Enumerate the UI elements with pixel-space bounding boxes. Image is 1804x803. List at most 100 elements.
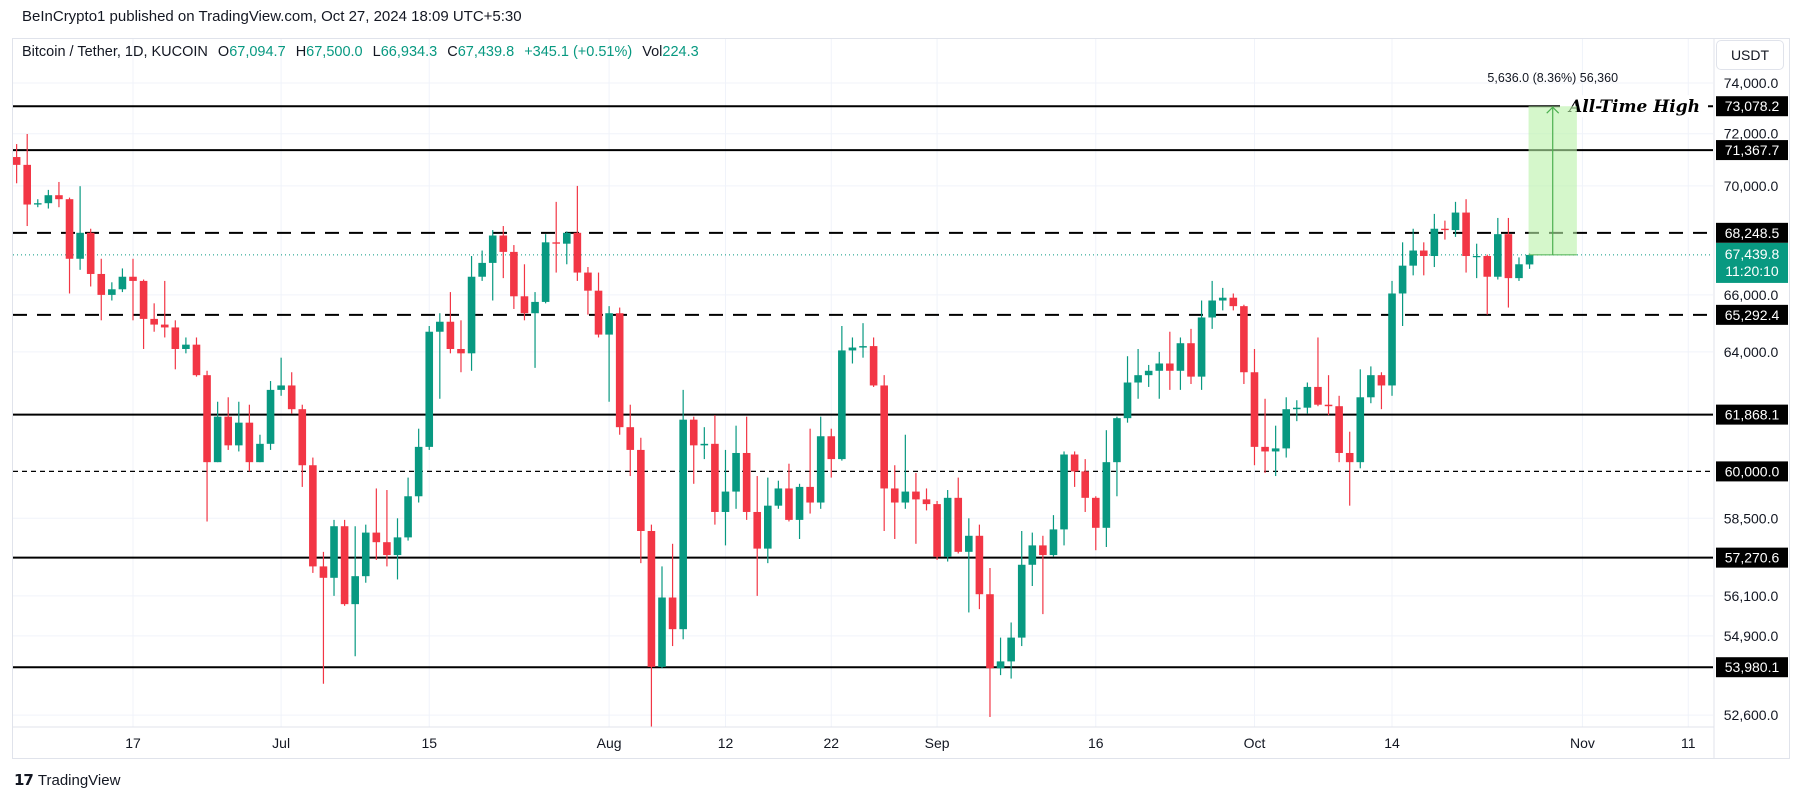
- candle-down: [1483, 256, 1492, 277]
- time-tick-label: 22: [823, 735, 839, 751]
- candle-up: [1049, 529, 1058, 556]
- candle-up: [901, 491, 910, 503]
- time-tick-label: Nov: [1570, 735, 1595, 751]
- candle-down: [510, 251, 518, 297]
- chart-pane[interactable]: [12, 38, 1790, 759]
- current-price-label: 67,439.8: [1725, 246, 1780, 262]
- candle-up: [182, 344, 190, 349]
- time-tick-label: 16: [1088, 735, 1104, 751]
- level-price-label: 71,367.7: [1725, 142, 1780, 158]
- candle-down: [615, 313, 624, 428]
- measure-label: 5,636.0 (8.36%) 56,360: [1487, 71, 1618, 85]
- time-tick-label: Aug: [597, 735, 622, 751]
- candle-down: [711, 443, 719, 512]
- level-price-label: 73,078.2: [1725, 98, 1780, 114]
- candle-down: [1335, 406, 1343, 453]
- candle-down: [340, 526, 349, 605]
- candle-up: [1113, 418, 1121, 463]
- candle-up: [478, 262, 486, 277]
- level-price-label-bg: [1716, 96, 1788, 117]
- candle-down: [637, 449, 645, 531]
- candle-down: [1187, 343, 1195, 377]
- candle-up: [1515, 264, 1523, 279]
- candle-down: [457, 348, 465, 354]
- price-tick-label: 70,000.0: [1724, 178, 1779, 194]
- open-label: O: [217, 44, 230, 60]
- candle-down: [298, 409, 307, 466]
- candle-up: [1017, 564, 1026, 638]
- tradingview-logo-icon: 𝟭𝟳: [14, 772, 34, 789]
- time-axis: 17 Jul 15 Aug 12 22 Sep 16 Oct 14 Nov 11: [13, 726, 1714, 751]
- candle-up: [266, 389, 275, 444]
- candle-down: [594, 290, 603, 335]
- candle-down: [975, 535, 984, 595]
- candle-up: [996, 661, 1005, 669]
- candle-down: [880, 385, 888, 489]
- candle-down: [192, 344, 201, 376]
- candle-up: [235, 422, 243, 446]
- candle-down: [1377, 375, 1386, 386]
- candle-up: [859, 346, 867, 348]
- arrow-up-icon: [1546, 106, 1560, 114]
- candle-up: [393, 537, 402, 556]
- candle-down: [1229, 297, 1238, 307]
- candle-down: [129, 276, 137, 281]
- candle-up: [1218, 297, 1227, 301]
- candle-up: [1197, 317, 1206, 377]
- candle-up: [732, 452, 740, 492]
- currency-button[interactable]: USDT: [1716, 40, 1784, 70]
- candle-down: [1091, 497, 1100, 528]
- candle-down: [203, 375, 211, 463]
- candle-down: [1314, 386, 1322, 405]
- high-label: H: [295, 44, 307, 60]
- level-price-label: 60,000.0: [1725, 463, 1780, 479]
- candle-up: [118, 276, 127, 290]
- candle-down: [922, 499, 931, 505]
- candle-up: [943, 497, 952, 557]
- candle-up: [679, 419, 687, 630]
- level-price-label: 57,270.6: [1725, 550, 1780, 566]
- candle-up: [404, 496, 412, 538]
- price-tick-label: 56,100.0: [1724, 588, 1779, 604]
- ath-label-bg: [1560, 95, 1708, 118]
- candle-up: [436, 321, 444, 332]
- candle-up: [44, 195, 53, 204]
- candle-up: [1060, 454, 1068, 530]
- price-tick-label: 66,000.0: [1724, 287, 1779, 303]
- candle-down: [1070, 454, 1079, 472]
- price-tick-label: 64,000.0: [1724, 344, 1779, 360]
- time-tick-label: 17: [125, 735, 141, 751]
- candle-up: [1525, 254, 1534, 265]
- candle-up: [1028, 545, 1037, 565]
- level-price-label: 61,868.1: [1725, 407, 1780, 423]
- level-price-label: 68,248.5: [1725, 225, 1780, 241]
- candle-up: [351, 576, 359, 605]
- candle-up: [1293, 407, 1301, 410]
- candle-down: [55, 195, 63, 200]
- candle-down: [13, 157, 21, 165]
- low-value: 66,934.3: [380, 44, 438, 60]
- candle-up: [848, 347, 857, 351]
- time-tick-label: 11: [1681, 735, 1696, 751]
- candle-up: [531, 301, 539, 314]
- time-tick-label: 14: [1384, 735, 1400, 751]
- candle-down: [383, 542, 391, 556]
- candle-down: [1250, 372, 1259, 447]
- candle-down: [171, 327, 180, 349]
- candle-down: [160, 324, 169, 328]
- candle-down: [626, 427, 635, 450]
- candle-down: [287, 385, 296, 410]
- candle-up: [1208, 300, 1216, 318]
- level-price-label: 65,292.4: [1725, 307, 1780, 323]
- candle-up: [256, 443, 264, 463]
- candle-down: [753, 511, 762, 549]
- price-tick-label: 74,000.0: [1724, 75, 1779, 91]
- candle-down: [933, 504, 941, 557]
- grid: [13, 39, 1713, 727]
- candle-down: [689, 419, 698, 446]
- candle-up: [1155, 363, 1164, 371]
- candle-up: [795, 486, 804, 520]
- candle-up: [816, 436, 825, 503]
- tradingview-brand[interactable]: 𝟭𝟳 TradingView: [14, 771, 120, 790]
